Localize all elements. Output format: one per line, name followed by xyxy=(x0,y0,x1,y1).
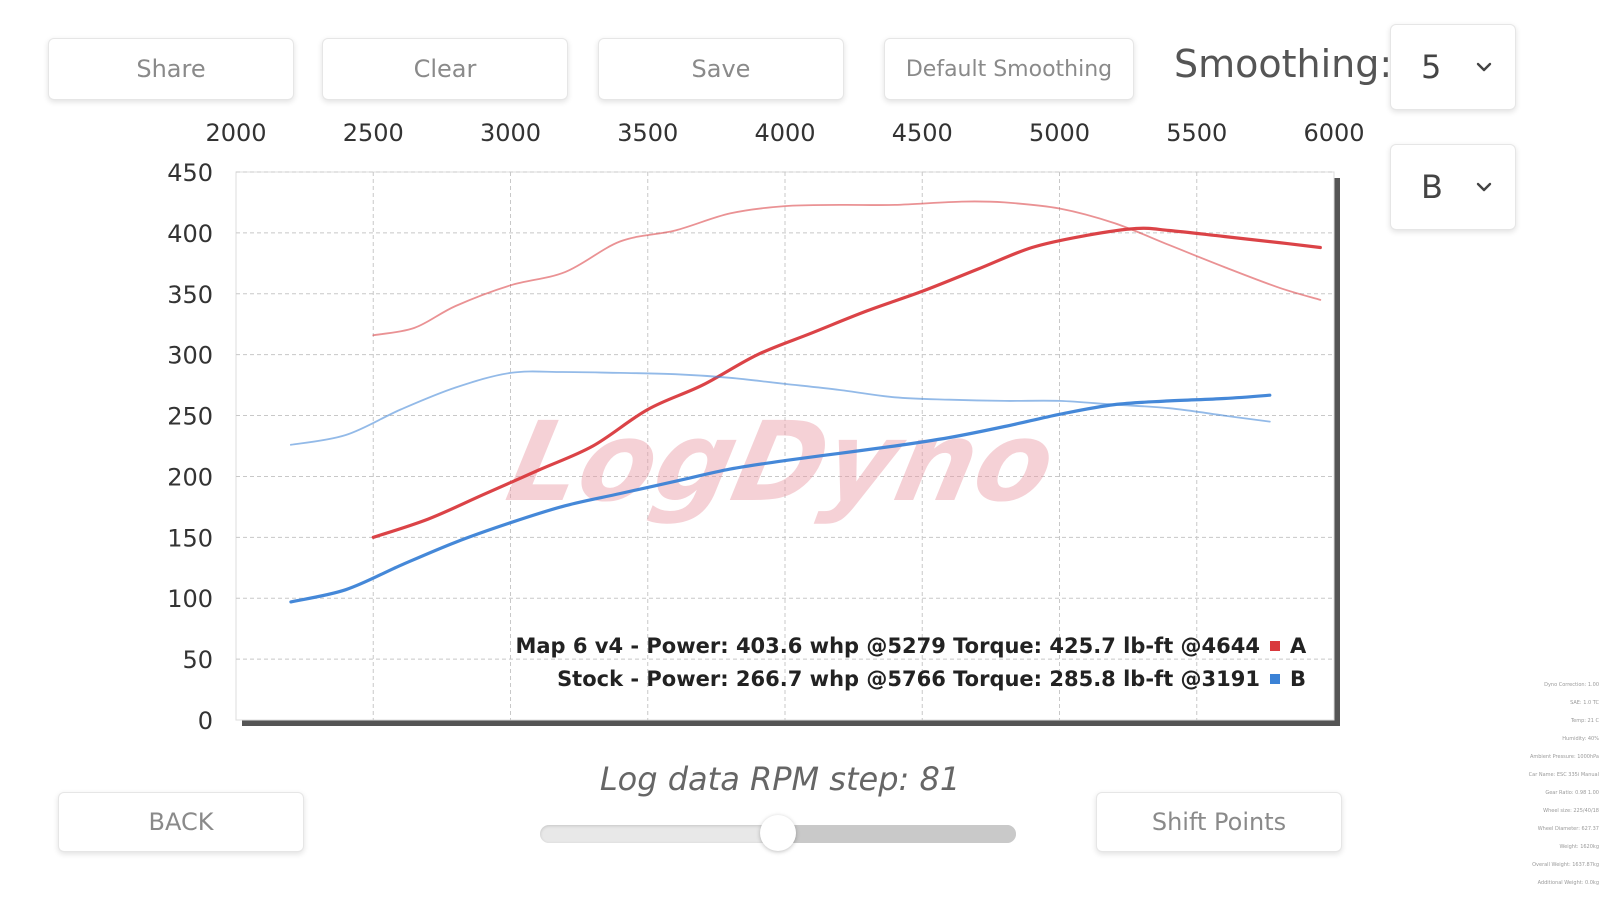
series-line-a-torque xyxy=(372,200,1322,337)
x-tick-label: 4500 xyxy=(892,119,953,147)
y-tick-label: 400 xyxy=(167,220,213,248)
smoothing-value: 5 xyxy=(1421,48,1442,86)
slider-fill xyxy=(778,825,1016,843)
info-line: Weight: 1620kg xyxy=(1559,844,1599,850)
x-tick-label: 6000 xyxy=(1303,119,1364,147)
info-line: SAE: 1.0 TC xyxy=(1570,700,1599,706)
info-line: Overall Weight: 1637.87kg xyxy=(1532,862,1599,868)
chart-axes: 0 50 100 150 200 250 300 350 400 450 2000 2500 3000 3… xyxy=(167,119,1364,735)
x-tick-label: 2000 xyxy=(205,119,266,147)
y-tick-label: 350 xyxy=(167,281,213,309)
info-line: Car Name: ESC 335i Manual xyxy=(1528,772,1599,778)
default-smoothing-button[interactable]: Default Smoothing xyxy=(884,38,1134,100)
watermark-logo: LogDyno xyxy=(497,399,1065,527)
smoothing-select[interactable]: 5 xyxy=(1390,24,1516,110)
y-tick-label: 300 xyxy=(167,342,213,370)
info-line: Temp: 21 C xyxy=(1570,718,1599,724)
series-line-a-power xyxy=(371,226,1322,539)
x-tick-label: 3000 xyxy=(480,119,541,147)
save-button[interactable]: Save xyxy=(598,38,844,100)
y-tick-label: 200 xyxy=(167,463,213,491)
chart-legend: Map 6 v4 - Power: 403.6 whp @5279 Torque… xyxy=(515,634,1307,691)
chevron-down-icon xyxy=(1476,62,1492,72)
legend-marker-label: A xyxy=(1290,634,1307,658)
info-line: Wheel size: 225/40/18 xyxy=(1543,808,1599,814)
y-tick-label: 100 xyxy=(167,585,213,613)
legend-marker-label: B xyxy=(1290,667,1306,691)
back-button[interactable]: BACK xyxy=(58,792,304,852)
legend-marker xyxy=(1270,641,1280,651)
x-tick-label: 4000 xyxy=(754,119,815,147)
x-tick-label: 5500 xyxy=(1166,119,1227,147)
chart-series xyxy=(289,200,1322,604)
slider-thumb[interactable] xyxy=(760,815,796,851)
y-tick-label: 150 xyxy=(167,524,213,552)
y-tick-label: 0 xyxy=(198,707,213,735)
chart-grid xyxy=(235,171,1340,726)
watermark-text: LogDyno xyxy=(497,399,1065,527)
info-line: Humidity: 40% xyxy=(1562,736,1599,742)
info-line: Dyno Correction: 1.00 xyxy=(1544,682,1599,688)
legend-entry-text: Map 6 v4 - Power: 403.6 whp @5279 Torque… xyxy=(515,634,1260,658)
x-tick-label: 3500 xyxy=(617,119,678,147)
info-line: Gear Ratio: 0.98 1.00 xyxy=(1545,790,1599,796)
x-tick-label: 2500 xyxy=(343,119,404,147)
series-line-b-torque xyxy=(290,370,1271,446)
smoothing-label: Smoothing: xyxy=(1174,42,1393,86)
share-button[interactable]: Share xyxy=(48,38,294,100)
x-tick-label: 5000 xyxy=(1029,119,1090,147)
shift-points-button[interactable]: Shift Points xyxy=(1096,792,1342,852)
rpm-step-slider[interactable] xyxy=(540,815,1016,851)
legend-marker xyxy=(1270,674,1280,684)
chevron-down-icon xyxy=(1476,182,1492,192)
y-tick-label: 250 xyxy=(167,403,213,431)
info-line: Ambient Pressure: 1000hPa xyxy=(1529,754,1599,760)
curve-select-value: B xyxy=(1421,168,1443,206)
dyno-info-panel: Dyno Correction: 1.00 SAE: 1.0 TC Temp: 21… xyxy=(1449,676,1599,892)
info-line: Wheel Diameter: 627.37 xyxy=(1537,826,1599,832)
rpm-step-label: Log data RPM step: 81 xyxy=(599,760,961,798)
y-tick-label: 50 xyxy=(182,646,213,674)
curve-select[interactable]: B xyxy=(1390,144,1516,230)
clear-button[interactable]: Clear xyxy=(322,38,568,100)
info-line: Additional Weight: 0.0kg xyxy=(1537,880,1599,886)
legend-entry-text: Stock - Power: 266.7 whp @5766 Torque: 2… xyxy=(557,667,1260,691)
y-tick-label: 450 xyxy=(167,159,213,187)
